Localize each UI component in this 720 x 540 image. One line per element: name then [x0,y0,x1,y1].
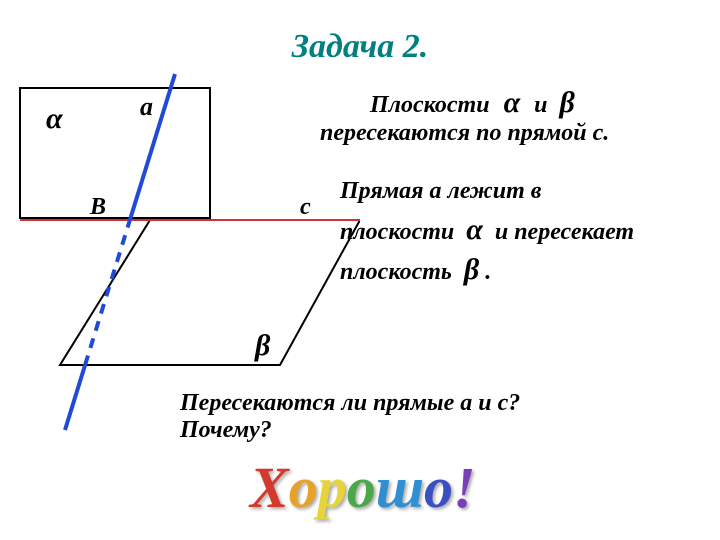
label-beta-icon: β [254,329,271,362]
beta-inline-icon: β [554,86,581,119]
p2-line3b: . [485,259,491,285]
alpha-inline2-icon: α [460,213,489,246]
geometry-diagram: α β а Вс [0,70,360,490]
p2-line1: Прямая а лежит в [340,178,634,205]
problem-title: Задача 2. [0,28,720,66]
line-a-lower [65,365,85,430]
p1-line1-a: Плоскости [370,92,490,118]
label-line-a: а [140,92,153,121]
paragraph-2: Прямая а лежит в плоскости α и пересекае… [340,178,634,287]
alpha-inline-icon: α [496,86,529,119]
p1-line1-b: и [534,92,547,118]
line-a-hidden [85,218,130,365]
beta-inline2-icon: β [458,253,479,286]
paragraph-1: Плоскости α и β пересекаются по прямой с… [320,86,609,147]
slide-stage: { "title": { "text": "Задача 2.", "color… [0,0,720,540]
p1-line2: пересекаются по прямой с. [320,120,609,147]
plane-beta [60,220,360,365]
p2-line2b: и пересекает [495,219,634,245]
label-alpha-icon: α [46,102,63,135]
label-point-B: В [89,194,106,220]
label-line-c: с [300,194,311,220]
